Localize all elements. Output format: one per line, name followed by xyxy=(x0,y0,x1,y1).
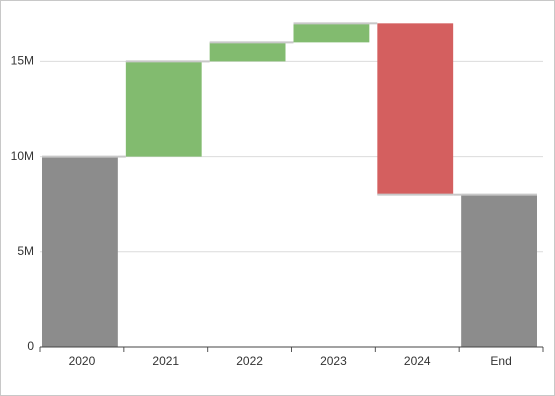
x-tick-label: 2023 xyxy=(320,354,347,368)
x-tick-label: 2024 xyxy=(404,354,431,368)
x-tick-label: 2020 xyxy=(69,354,96,368)
bar xyxy=(42,156,118,347)
bar xyxy=(377,23,454,195)
x-tick-label: 2022 xyxy=(236,354,263,368)
bar xyxy=(209,42,286,62)
y-tick-label: 5M xyxy=(17,244,34,258)
bar xyxy=(125,61,202,157)
bar xyxy=(293,23,370,43)
x-tick-label: 2021 xyxy=(152,354,179,368)
y-tick-label: 15M xyxy=(11,54,34,68)
x-tick-label: End xyxy=(490,354,511,368)
y-tick-label: 10M xyxy=(11,149,34,163)
bar xyxy=(461,194,537,347)
y-tick-label: 0 xyxy=(27,339,34,353)
